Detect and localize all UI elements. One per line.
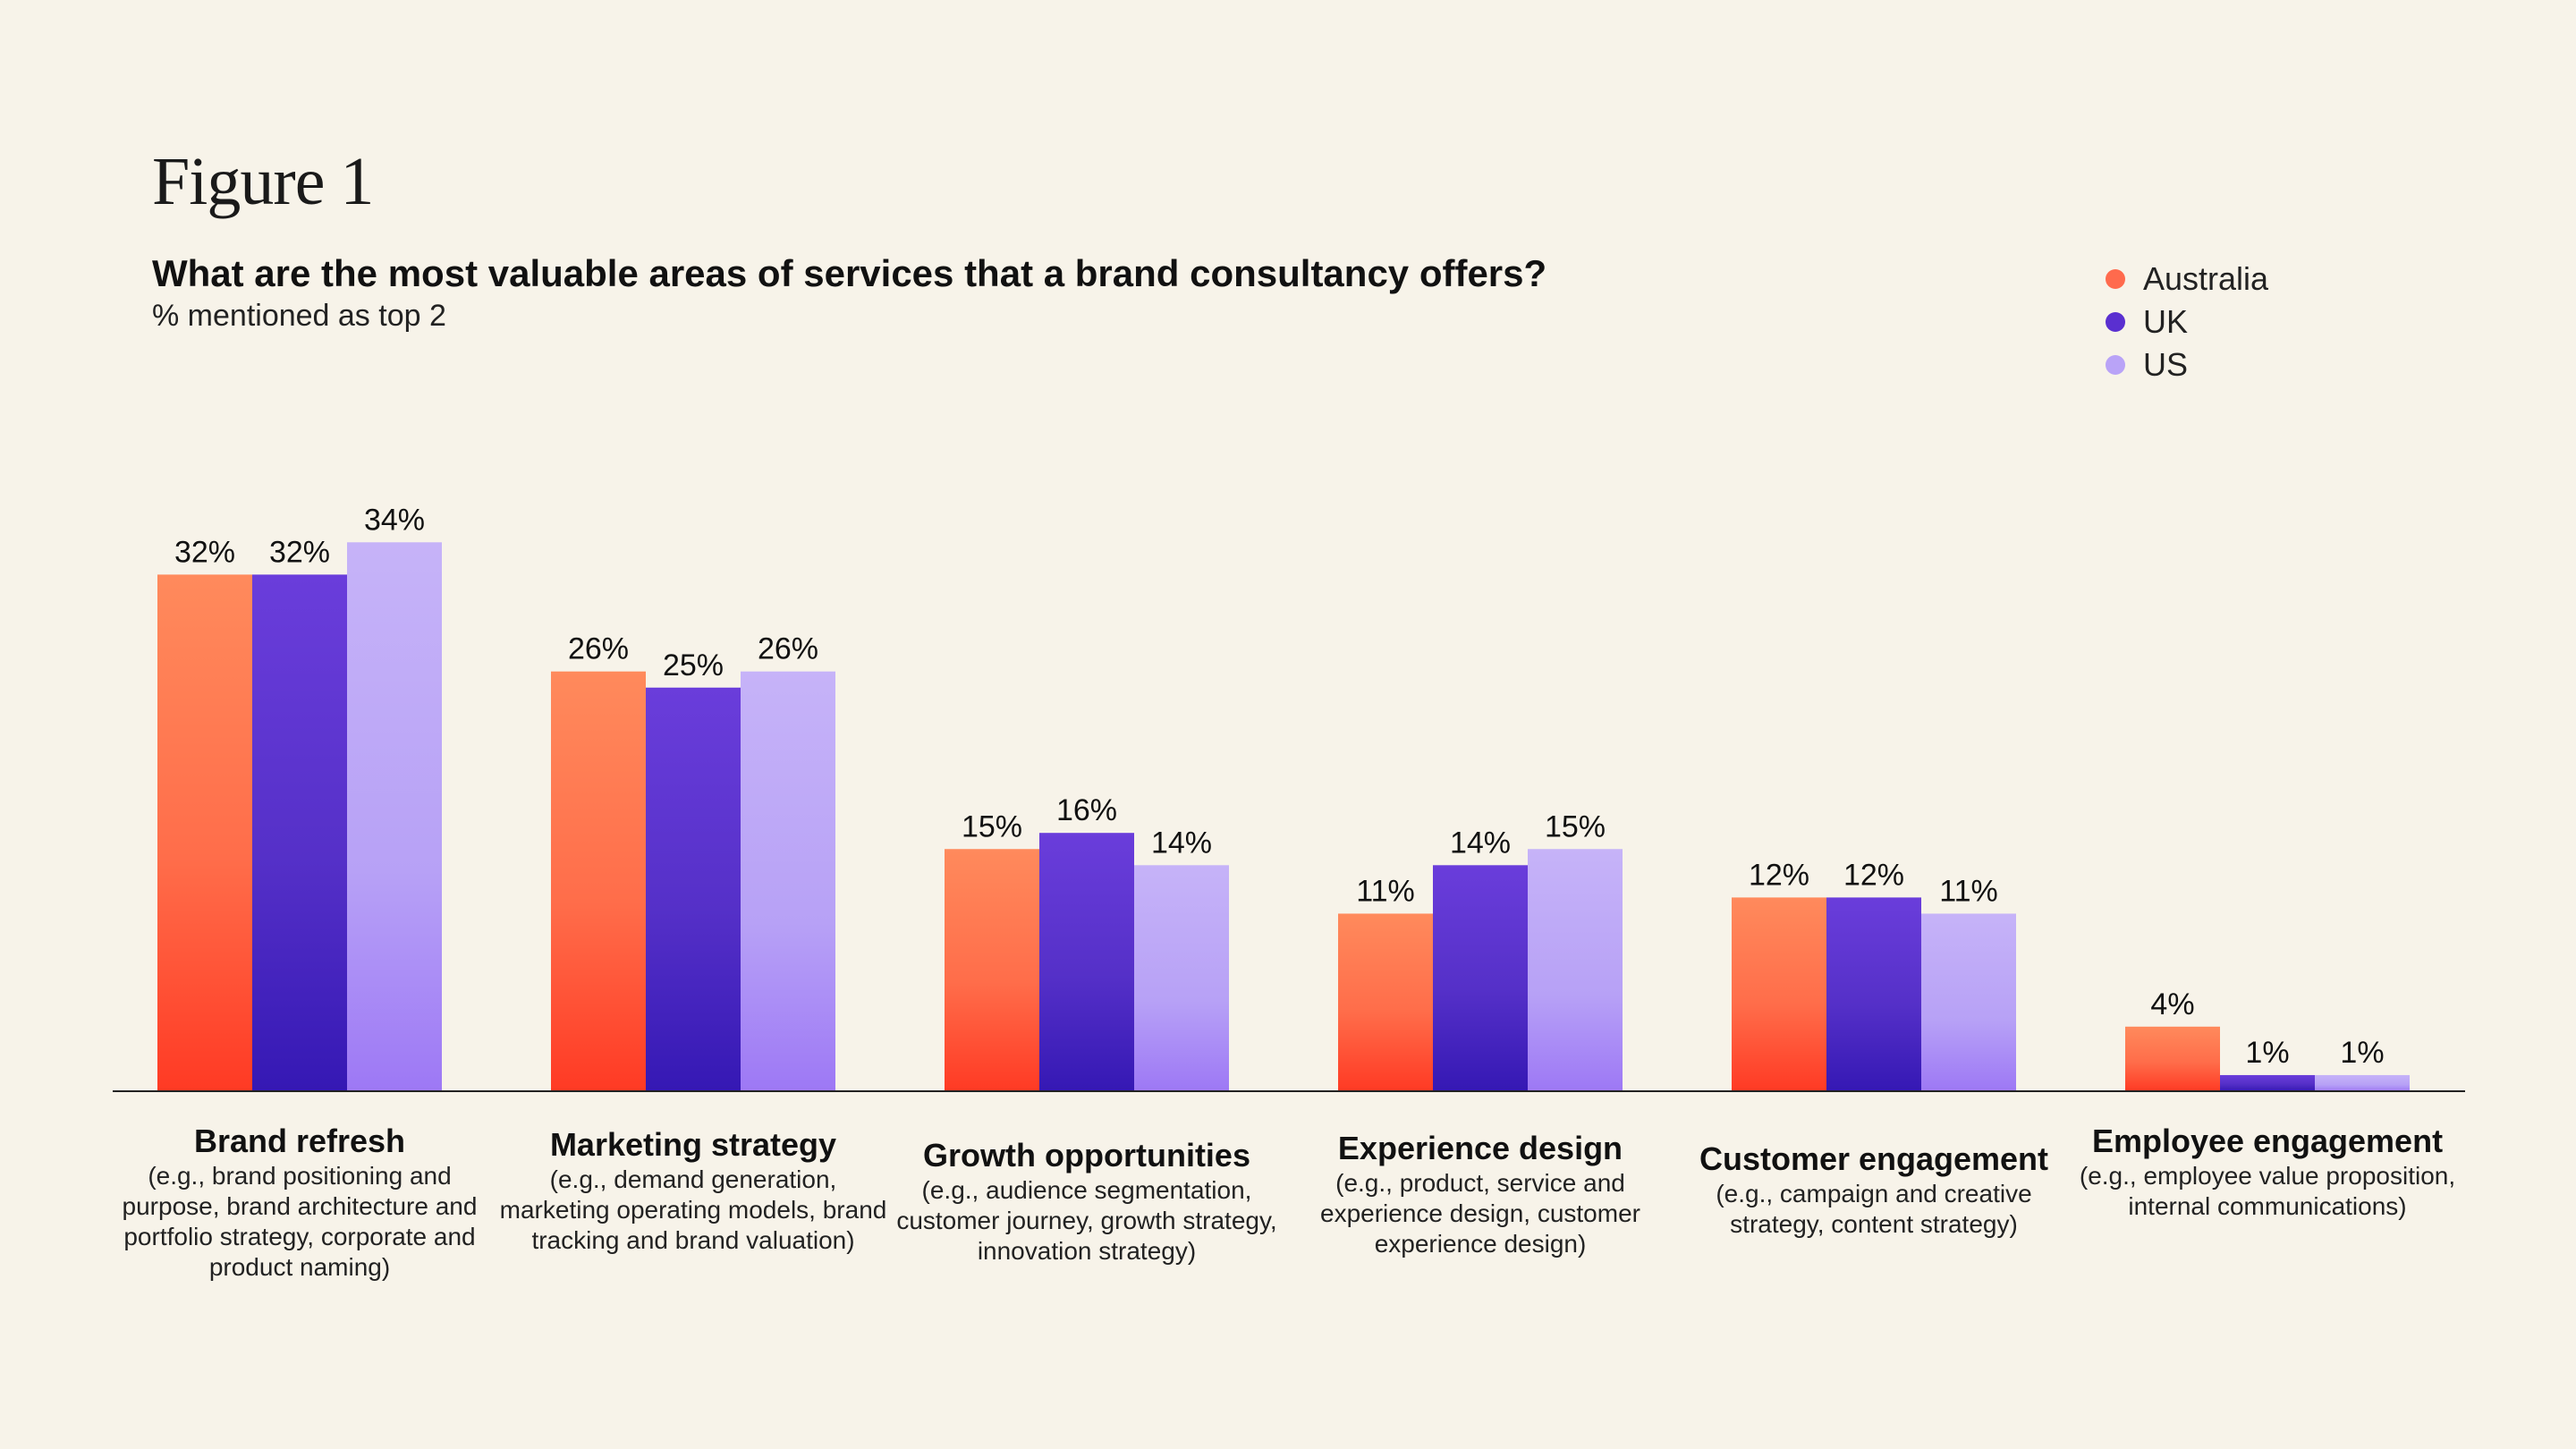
bar-uk-2	[1039, 833, 1134, 1091]
value-label-australia-5: 4%	[2150, 987, 2194, 1021]
legend-item-us: US	[2106, 343, 2268, 386]
bar-us-5	[2315, 1074, 2410, 1091]
bar-us-1	[741, 671, 835, 1091]
value-label-australia-2: 15%	[962, 809, 1022, 843]
category-description: (e.g., campaign and creative strategy, c…	[1716, 1180, 2032, 1238]
value-label-uk-5: 1%	[2245, 1036, 2289, 1070]
category-description: (e.g., brand positioning and purpose, br…	[122, 1162, 478, 1281]
legend-label-australia: Australia	[2143, 260, 2269, 297]
bar-australia-4	[1732, 897, 1826, 1091]
bar-us-2	[1134, 865, 1229, 1091]
value-label-uk-0: 32%	[269, 535, 330, 569]
value-label-us-1: 26%	[758, 632, 818, 666]
bar-uk-5	[2220, 1074, 2315, 1091]
legend-dot-us	[2106, 355, 2125, 375]
category-name: Marketing strategy	[549, 1126, 837, 1163]
value-label-australia-0: 32%	[174, 535, 235, 569]
value-label-us-2: 14%	[1151, 826, 1212, 860]
category-label-5: Employee engagement (e.g., employee value…	[2071, 1122, 2464, 1222]
chart-subtitle: % mentioned as top 2	[152, 299, 446, 333]
bar-australia-5	[2125, 1026, 2220, 1091]
bar-uk-0	[252, 574, 347, 1091]
bar-australia-0	[157, 574, 252, 1091]
bar-uk-4	[1826, 897, 1921, 1091]
legend-label-us: US	[2143, 346, 2189, 383]
category-name: Customer engagement	[1699, 1140, 2049, 1177]
bar-australia-1	[551, 671, 646, 1091]
category-description: (e.g., employee value proposition, inter…	[2079, 1162, 2456, 1220]
category-name: Brand refresh	[193, 1123, 406, 1159]
category-label-3: Experience design (e.g., product, service…	[1284, 1129, 1677, 1259]
category-label-1: Marketing strategy (e.g., demand generati…	[496, 1125, 890, 1256]
value-label-us-5: 1%	[2340, 1036, 2384, 1070]
bars-layer	[157, 542, 2410, 1091]
value-label-uk-4: 12%	[1843, 858, 1904, 892]
chart-title: What are the most valuable areas of serv…	[152, 252, 1547, 294]
value-label-us-0: 34%	[364, 503, 425, 537]
legend-dot-australia	[2106, 269, 2125, 289]
legend: Australia UK US	[2106, 258, 2268, 386]
value-label-australia-3: 11%	[1356, 874, 1415, 908]
legend-label-uk: UK	[2143, 303, 2189, 340]
category-name: Experience design	[1337, 1130, 1623, 1166]
bar-us-3	[1528, 849, 1623, 1091]
legend-item-uk: UK	[2106, 301, 2268, 343]
bar-uk-3	[1433, 865, 1528, 1091]
bar-us-4	[1921, 913, 2016, 1091]
value-label-australia-4: 12%	[1749, 858, 1809, 892]
value-label-australia-1: 26%	[568, 632, 629, 666]
category-description: (e.g., audience segmentation, customer j…	[896, 1176, 1277, 1265]
category-label-0: Brand refresh (e.g., brand positioning an…	[103, 1122, 496, 1283]
value-label-us-4: 11%	[1939, 874, 1998, 908]
value-label-uk-2: 16%	[1056, 793, 1117, 827]
value-label-uk-3: 14%	[1450, 826, 1511, 860]
value-label-uk-1: 25%	[663, 648, 724, 682]
legend-item-australia: Australia	[2106, 258, 2268, 301]
legend-dot-uk	[2106, 312, 2125, 332]
bar-australia-2	[945, 849, 1039, 1091]
category-name: Employee engagement	[2091, 1123, 2444, 1159]
category-description: (e.g., product, service and experience d…	[1320, 1169, 1640, 1258]
value-labels-layer: 32% 32% 34% 26% 25% 26% 15% 16% 14% 11% 14% 15% 12% 1…	[174, 503, 2385, 1070]
category-label-2: Growth opportunities (e.g., audience segm…	[890, 1136, 1284, 1267]
category-name: Growth opportunities	[923, 1137, 1250, 1174]
category-label-4: Customer engagement (e.g., campaign and c…	[1677, 1140, 2071, 1240]
bar-uk-1	[646, 687, 741, 1091]
value-label-us-3: 15%	[1545, 809, 1606, 843]
category-description: (e.g., demand generation, marketing oper…	[499, 1165, 887, 1254]
bar-us-0	[347, 542, 442, 1091]
bar-australia-3	[1338, 913, 1433, 1091]
figure-label: Figure 1	[152, 144, 374, 219]
